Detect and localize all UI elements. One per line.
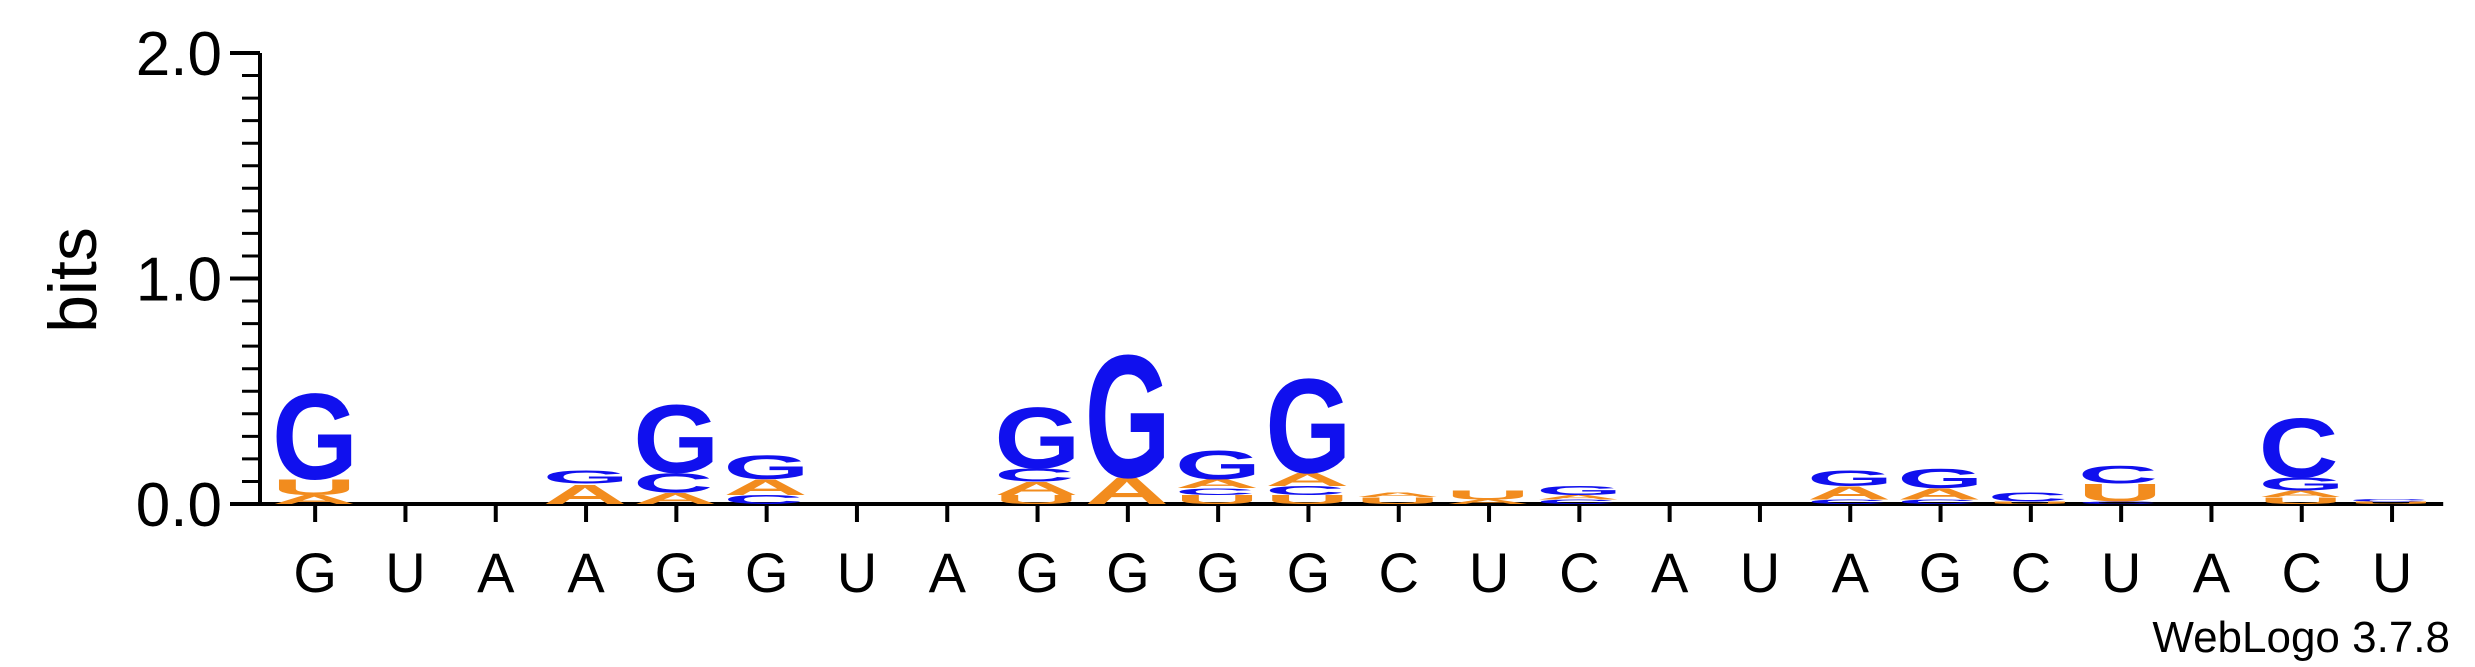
x-tick-label: G <box>745 541 789 604</box>
x-tick-label: C <box>2282 541 2322 604</box>
x-tick-label: U <box>1740 541 1780 604</box>
logo-stack-19: CAG <box>1897 463 1983 505</box>
logo-letter-u: U <box>1175 493 1259 507</box>
logo-letter-a: A <box>994 478 1078 499</box>
logo-letter-c: C <box>1175 486 1255 497</box>
y-tick-label: 0.0 <box>136 471 222 540</box>
x-tick-label: G <box>1919 541 1963 604</box>
logo-letter-c: C <box>633 468 713 499</box>
logo-letter-a: A <box>2259 489 2343 500</box>
logo-letter-g: G <box>1085 319 1171 515</box>
x-tick-label: A <box>477 541 515 604</box>
logo-letter-a: A <box>1807 482 1891 503</box>
x-tick-label: U <box>837 541 877 604</box>
logo-letter-g: G <box>1265 351 1351 502</box>
x-tick-label: C <box>1559 541 1599 604</box>
logo-letter-c: C <box>994 464 1074 485</box>
x-tick-label: G <box>1287 541 1331 604</box>
logo-letter-g: G <box>724 449 810 487</box>
logo-letter-c: C <box>2078 461 2158 489</box>
x-tick-label: A <box>929 541 967 604</box>
x-tick-label: G <box>293 541 337 604</box>
logo-letter-a: A <box>1356 492 1440 499</box>
logo-letter-c: C <box>724 493 804 507</box>
x-tick-label: G <box>1016 541 1060 604</box>
logo-letter-c: C <box>1897 498 1977 505</box>
logo-letter-c: C <box>1265 484 1345 498</box>
x-tick-label: G <box>1106 541 1150 604</box>
logo-letter-a: A <box>633 490 717 508</box>
logo-stack-14: AU <box>1446 488 1530 505</box>
logo-letter-u: U <box>2259 495 2343 506</box>
logo-stack-6: CAG <box>724 449 810 507</box>
logo-stack-10: AG <box>1085 319 1171 515</box>
logo-letter-u: U <box>994 493 1078 507</box>
logo-letter-a: A <box>1536 494 1620 501</box>
y-tick-label: 2.0 <box>136 20 222 89</box>
logo-letter-c: C <box>1988 490 2068 504</box>
logo-stack-24: UC <box>2349 499 2433 505</box>
logo-stack-15: CAG <box>1536 484 1622 506</box>
logo-stack-4: AG <box>543 467 629 510</box>
y-tick-label: 1.0 <box>136 246 222 315</box>
x-tick-label: A <box>1832 541 1870 604</box>
logo-letter-c: C <box>1807 498 1887 505</box>
x-tick-label: C <box>1379 541 1419 604</box>
logo-stack-18: CAG <box>1807 466 1893 505</box>
weblogo-credit: WebLogo 3.7.8 <box>2152 613 2450 662</box>
logo-letter-a: A <box>1897 485 1981 503</box>
x-tick-label: A <box>1651 541 1689 604</box>
x-tick-label: A <box>567 541 605 604</box>
logo-letter-c: C <box>2349 499 2429 503</box>
y-axis-label: bits <box>35 227 111 333</box>
logo-letter-a: A <box>1446 498 1530 505</box>
logo-letter-u: U <box>1988 501 2072 504</box>
logo-letter-u: U <box>1356 495 1440 506</box>
logo-stack-21: CUC <box>2078 461 2162 507</box>
x-tick-label: G <box>1196 541 1240 604</box>
x-tick-label: C <box>2011 541 2051 604</box>
logo-letter-a: A <box>1265 469 1349 490</box>
logo-letter-g: G <box>272 369 358 505</box>
x-tick-label: G <box>655 541 699 604</box>
logo-letter-u: U <box>1446 488 1530 502</box>
logo-letter-u: U <box>2078 479 2162 507</box>
logo-letter-u: U <box>1265 493 1349 507</box>
x-tick-label: U <box>2372 541 2412 604</box>
logo-letter-u: U <box>2349 501 2433 504</box>
logo-letter-g: G <box>1175 443 1261 488</box>
logo-letter-g: G <box>994 390 1080 488</box>
x-tick-label: U <box>1469 541 1509 604</box>
logo-letter-g: G <box>1897 463 1983 494</box>
logo-letter-g: G <box>543 467 629 488</box>
logo-letter-u: U <box>272 475 356 500</box>
x-tick-label: A <box>2193 541 2231 604</box>
logo-letter-g: G <box>633 386 719 494</box>
logo-stack-1: AUG <box>272 369 358 507</box>
axes: 0.0 1.0 2.0 <box>136 20 2444 540</box>
x-tick-label: U <box>385 541 425 604</box>
logo-letter-g: G <box>1536 484 1622 498</box>
logo-letter-g: G <box>1807 466 1893 490</box>
logo-stack-13: UA <box>1356 492 1440 506</box>
logo-stack-5: ACG <box>633 386 719 508</box>
logo-letter-c: C <box>2259 401 2339 495</box>
x-tick-label: U <box>2101 541 2141 604</box>
logo-letter-g: G <box>2259 473 2345 494</box>
logo-letter-c: C <box>2078 501 2158 505</box>
logo-letter-c: C <box>1536 498 1616 505</box>
logo-letter-a: A <box>724 475 808 500</box>
logo-letter-a: A <box>1175 477 1259 491</box>
logo-letter-a: A <box>272 493 356 507</box>
logo-stack-20: UC <box>1988 490 2072 504</box>
